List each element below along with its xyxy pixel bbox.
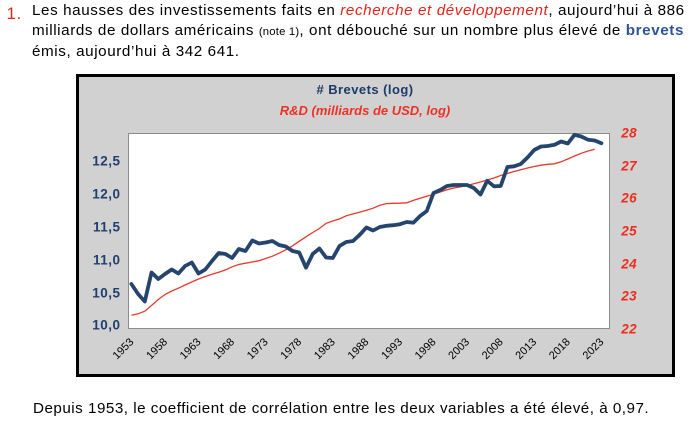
svg-text:1983: 1983: [312, 336, 338, 362]
svg-text:1993: 1993: [379, 336, 405, 362]
svg-text:1968: 1968: [211, 336, 237, 362]
svg-text:2023: 2023: [581, 336, 607, 362]
svg-text:2013: 2013: [513, 336, 539, 362]
svg-text:2018: 2018: [547, 336, 573, 362]
svg-text:1973: 1973: [245, 336, 271, 362]
svg-text:2003: 2003: [446, 336, 472, 362]
svg-text:1958: 1958: [144, 336, 170, 362]
svg-text:1978: 1978: [278, 336, 304, 362]
svg-text:1988: 1988: [346, 336, 372, 362]
svg-text:2008: 2008: [480, 336, 506, 362]
svg-text:1953: 1953: [111, 336, 137, 362]
svg-text:1998: 1998: [413, 336, 439, 362]
svg-text:1963: 1963: [178, 336, 204, 362]
